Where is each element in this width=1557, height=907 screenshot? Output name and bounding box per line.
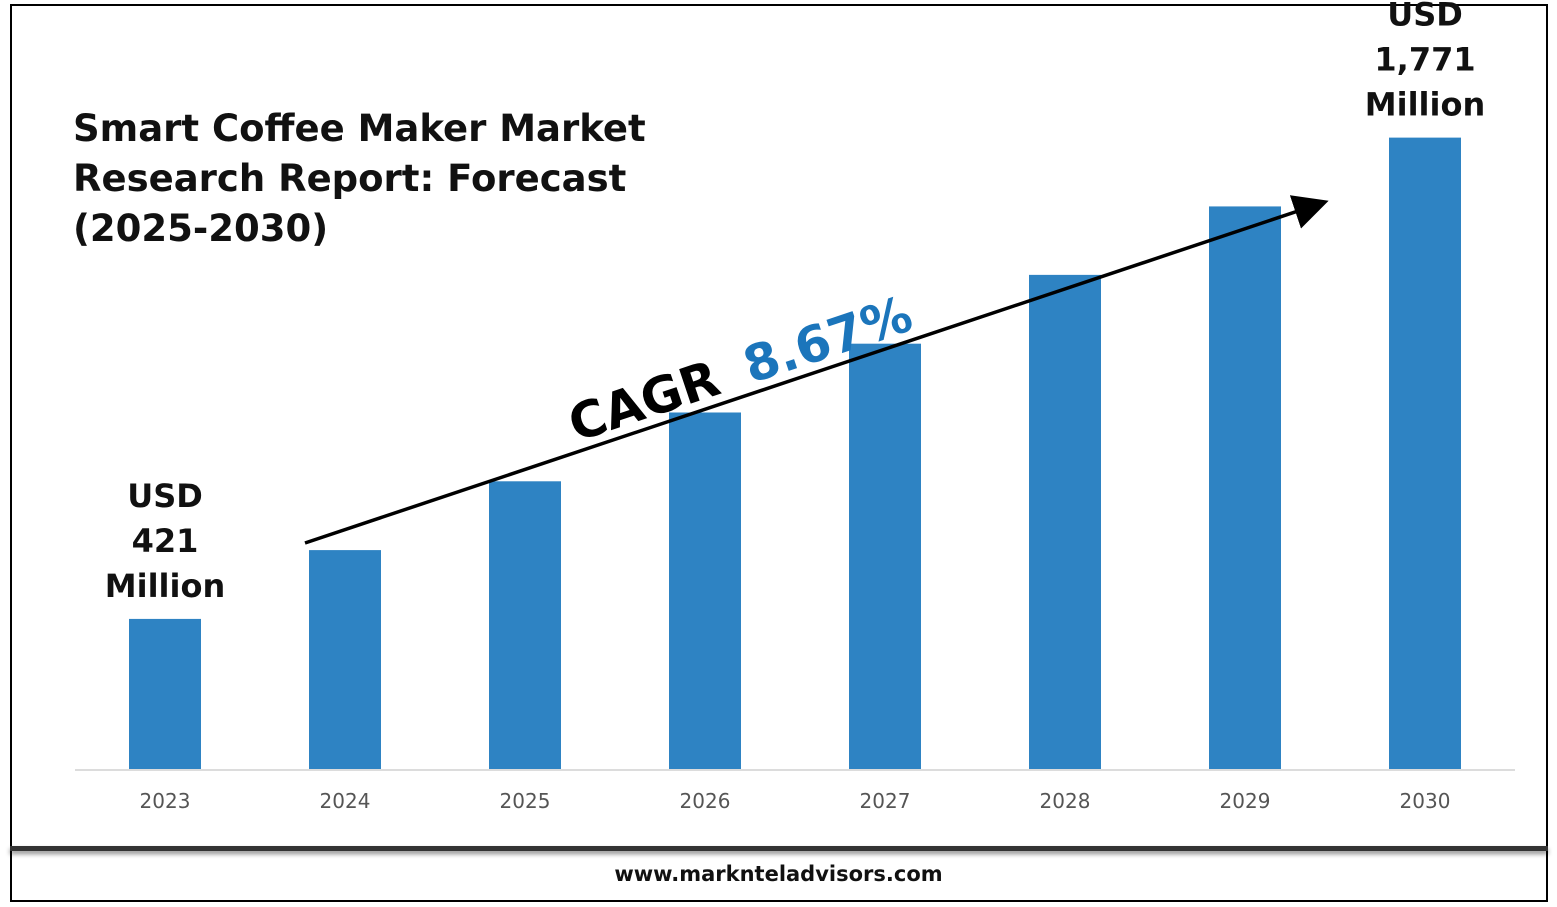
value-callouts: USD 421 Million USD 1,771 Million [105, 0, 1485, 605]
bar-2028 [1029, 274, 1101, 769]
x-tick-2023: 2023 [140, 789, 191, 813]
x-tick-2024: 2024 [320, 789, 371, 813]
start-callout-line-1: USD [127, 477, 203, 515]
bar-2030 [1389, 137, 1461, 770]
footer-divider [10, 846, 1548, 851]
bar-2027 [849, 343, 921, 769]
end-callout-line-3: Million [1365, 86, 1485, 124]
x-tick-labels: 2023 2024 2025 2026 2027 2028 2029 2030 [140, 789, 1451, 813]
x-tick-2026: 2026 [680, 789, 731, 813]
trend-arrow [304, 195, 1329, 545]
start-callout-line-3: Million [105, 567, 225, 605]
outer-border [10, 4, 1548, 902]
title-line-1: Smart Coffee Maker Market [73, 107, 646, 150]
x-tick-2030: 2030 [1400, 789, 1451, 813]
chart-title: Smart Coffee Maker Market Research Repor… [73, 104, 646, 254]
x-tick-2029: 2029 [1220, 789, 1271, 813]
footer-url: www.marknteladvisors.com [614, 862, 943, 886]
title-line-3: (2025-2030) [73, 207, 329, 250]
end-callout-line-2: 1,771 [1374, 41, 1475, 79]
x-tick-2027: 2027 [860, 789, 911, 813]
bar-2025 [489, 481, 561, 769]
bar-2026 [669, 412, 741, 769]
bars-group [129, 137, 1461, 770]
end-callout-line-1: USD [1387, 0, 1463, 34]
bar-2023 [129, 618, 201, 769]
title-line-2: Research Report: Forecast [73, 157, 627, 200]
x-tick-2028: 2028 [1040, 789, 1091, 813]
start-callout-line-2: 421 [132, 522, 199, 560]
bar-2024 [309, 550, 381, 769]
bar-2029 [1209, 206, 1281, 770]
x-tick-2025: 2025 [500, 789, 551, 813]
